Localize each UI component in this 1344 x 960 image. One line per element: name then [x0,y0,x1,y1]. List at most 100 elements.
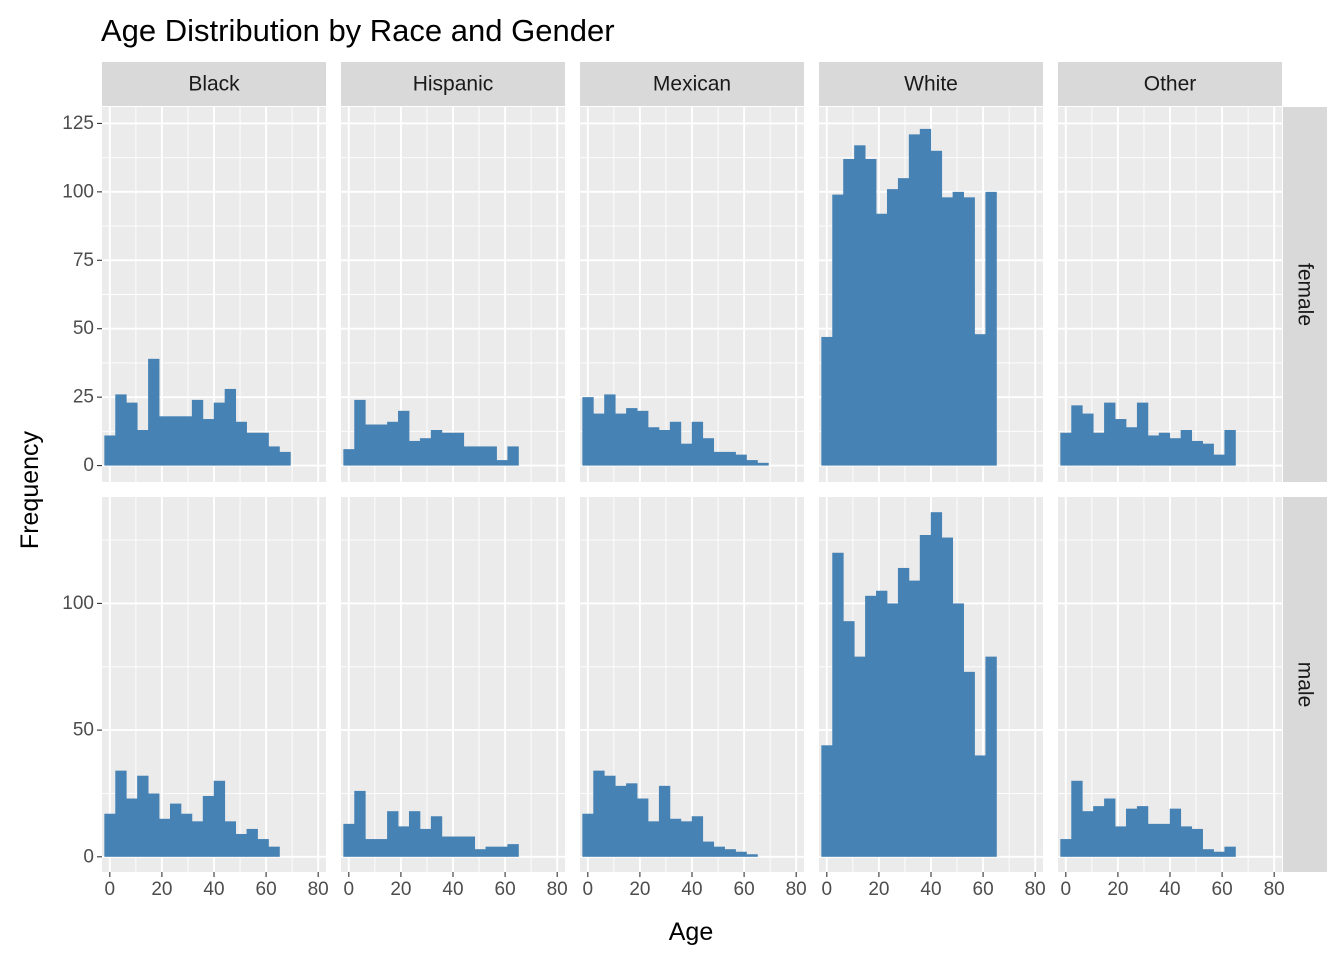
histogram-bar [1104,402,1116,466]
histogram-bar [724,849,736,857]
histogram-bar [1082,413,1094,466]
histogram-bar [376,424,388,466]
histogram-bar [1082,811,1094,857]
histogram-bar [974,755,986,857]
column-strip-white [819,62,1043,106]
histogram-bar [680,443,693,466]
histogram-bar [865,159,877,466]
column-strip-label: Hispanic [413,73,494,96]
histogram-bar [191,821,204,857]
panels-layer [102,107,1282,872]
x-axis-title: Age [669,918,713,946]
histogram-bar [974,334,986,466]
histogram-bar [832,552,844,857]
histogram-bar [1115,419,1127,466]
histogram-bar [908,134,921,466]
histogram-bar [886,189,899,466]
histogram-bar [615,413,627,466]
histogram-bar [669,421,682,466]
histogram-bar [235,833,247,857]
histogram-bar [202,795,215,857]
histogram-bar [474,446,486,466]
histogram-bar [658,429,671,466]
column-strip-label: Black [188,73,240,96]
histogram-bar [876,213,888,466]
x-tick-label: 60 [1212,879,1233,900]
histogram-bar [507,844,519,857]
panel-female-mexican [580,107,804,482]
x-tick-label: 60 [256,879,277,900]
histogram-bar [1115,826,1127,857]
histogram-bar [615,785,627,857]
histogram-bar [832,194,844,466]
x-tick-label: 60 [973,879,994,900]
histogram-bar [463,446,476,466]
x-tick-label: 80 [1025,879,1046,900]
histogram-bar [279,451,291,466]
panel-male-mexican [580,497,804,872]
histogram-bar [496,460,508,466]
histogram-bar [169,416,182,466]
x-tick-label: 60 [734,879,755,900]
histogram-bar [126,402,138,466]
histogram-bar [485,846,497,857]
x-tick-label: 40 [203,879,224,900]
panel-male-white [819,497,1043,872]
panel-female-other [1058,107,1282,482]
histogram-bar [1158,432,1171,466]
histogram-bar [582,397,594,466]
histogram-bar [1060,432,1072,466]
histogram-bar [941,537,954,857]
histogram-bar [876,590,888,857]
histogram-bar [419,828,432,857]
histogram-bar [496,846,508,857]
histogram-bar [854,145,866,466]
histogram-bar [1224,846,1236,857]
x-tick-label: 20 [390,879,411,900]
x-tick-label: 40 [681,879,702,900]
y-tick-label: 25 [73,387,94,408]
y-tick-label: 0 [83,455,94,476]
histogram-bar [702,438,715,466]
histogram-bar [365,839,377,857]
histogram-bar [985,656,997,857]
histogram-bar [647,427,660,466]
x-tick-label: 80 [1264,879,1285,900]
panel-male-hispanic [341,497,565,872]
histogram-bar [1158,823,1171,857]
x-tick-label: 0 [1061,879,1072,900]
axes-layer: 0 25 50 75 100 125 0 50 100 0 20 40 60 80 0 20 40 60 80 0 20… [62,113,1284,900]
histogram-bar [354,790,366,857]
histogram-bar [658,785,671,857]
histogram-bar [1224,429,1236,466]
histogram-bar [713,846,725,857]
x-tick-label: 20 [629,879,650,900]
histogram-bar [582,813,594,857]
histogram-bar [724,451,736,466]
histogram-bar [474,849,486,857]
panel-female-white [819,107,1043,482]
histogram-bar [691,816,704,857]
histogram-bar [821,745,833,857]
histogram-bar [463,836,476,857]
y-axis-title: Frequency [16,430,44,549]
column-strip-label: Mexican [653,73,731,96]
histogram-bar [246,432,258,466]
histogram-bar [365,424,377,466]
histogram-bar [104,813,116,857]
histogram-bar [1071,780,1083,857]
histogram-bar [865,595,877,857]
histogram-bar [593,413,605,466]
histogram-bar [224,821,237,857]
histogram-bar [1169,808,1182,857]
histogram-bar [452,432,465,466]
histogram-bar [843,621,855,857]
histogram-bar [1191,828,1203,857]
column-strip-label: White [904,73,958,96]
histogram-bar [213,780,226,857]
histogram-bar [963,197,975,466]
histogram-bar [387,421,399,466]
histogram-bar [637,410,649,466]
x-tick-label: 40 [920,879,941,900]
